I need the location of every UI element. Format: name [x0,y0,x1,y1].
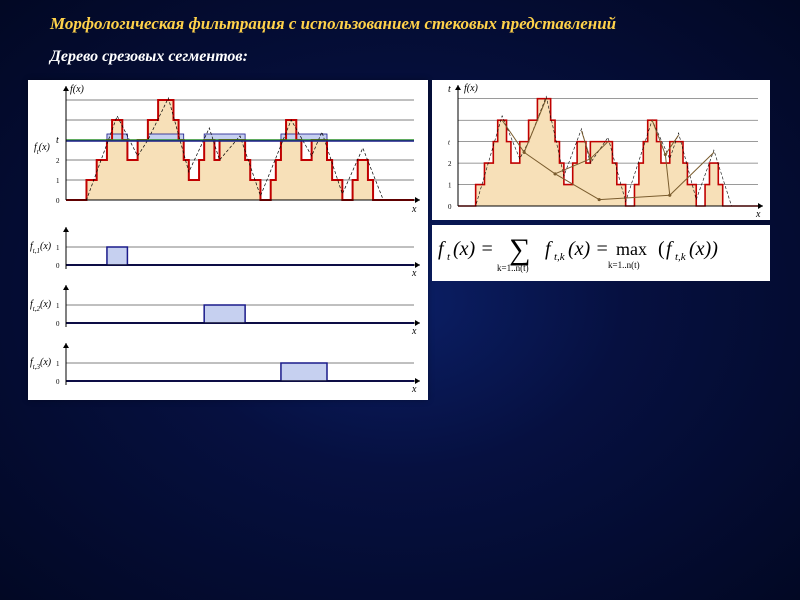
svg-text:t: t [56,135,59,146]
slide: Морфологическая фильтрация с использован… [0,0,800,600]
svg-text:t: t [448,84,451,95]
svg-text:∑: ∑ [509,233,530,266]
svg-text:0: 0 [56,378,60,386]
svg-text:ft(x): ft(x) [34,142,51,156]
svg-text:t: t [448,139,451,147]
left-figure: f(x) ft(x) t 0 1 2 x ft,1(x) 0 1 x ft,2(x) 0 1 x ft,3(x… [28,80,428,400]
svg-text:2: 2 [56,157,60,165]
right-figure-svg: f(x) t x 0 1 2 t [432,80,770,220]
svg-text:2: 2 [448,160,452,168]
svg-text:t,k: t,k [554,251,566,263]
svg-text:1: 1 [448,182,452,190]
svg-text:1: 1 [56,244,60,252]
svg-text:(x) =: (x) = [453,238,494,260]
svg-text:0: 0 [56,262,60,270]
svg-text:1: 1 [56,177,60,185]
svg-text:f: f [666,238,674,260]
svg-text:max: max [616,239,647,259]
svg-text:x: x [411,384,417,395]
svg-text:1: 1 [56,302,60,310]
svg-text:0: 0 [56,320,60,328]
svg-text:f(x): f(x) [70,84,85,95]
svg-text:t,k: t,k [675,251,687,263]
svg-text:ft,1(x): ft,1(x) [30,241,52,255]
svg-text:(x)): (x)) [689,238,718,260]
svg-text:(x) =: (x) = [568,238,609,260]
svg-text:ft,3(x): ft,3(x) [30,357,52,371]
svg-text:f(x): f(x) [464,83,479,94]
svg-text:ft,2(x): ft,2(x) [30,299,52,313]
svg-text:0: 0 [56,197,60,205]
svg-text:f: f [438,238,446,260]
svg-text:k=1..n(t): k=1..n(t) [608,260,640,270]
svg-text:t: t [447,251,451,263]
svg-text:k=1..n(t): k=1..n(t) [497,263,529,273]
left-figure-svg: f(x) ft(x) t 0 1 2 x ft,1(x) 0 1 x ft,2(x) 0 1 x ft,3(x… [28,80,428,400]
svg-text:1: 1 [56,360,60,368]
svg-text:f: f [545,238,553,260]
right-figure: f(x) t x 0 1 2 t [432,80,770,220]
formula-svg: ft(x) =∑k=1..n(t)ft,k(x) =maxk=1..n(t)(f… [432,225,770,281]
svg-text:0: 0 [448,203,452,211]
formula: ft(x) =∑k=1..n(t)ft,k(x) =maxk=1..n(t)(f… [432,225,770,281]
slide-title: Морфологическая фильтрация с использован… [50,14,616,34]
svg-text:x: x [411,326,417,337]
slide-subtitle: Дерево срезовых сегментов: [50,48,248,66]
svg-text:(: ( [658,238,665,260]
svg-text:x: x [755,209,761,220]
svg-text:x: x [411,268,417,279]
svg-text:x: x [411,204,417,215]
